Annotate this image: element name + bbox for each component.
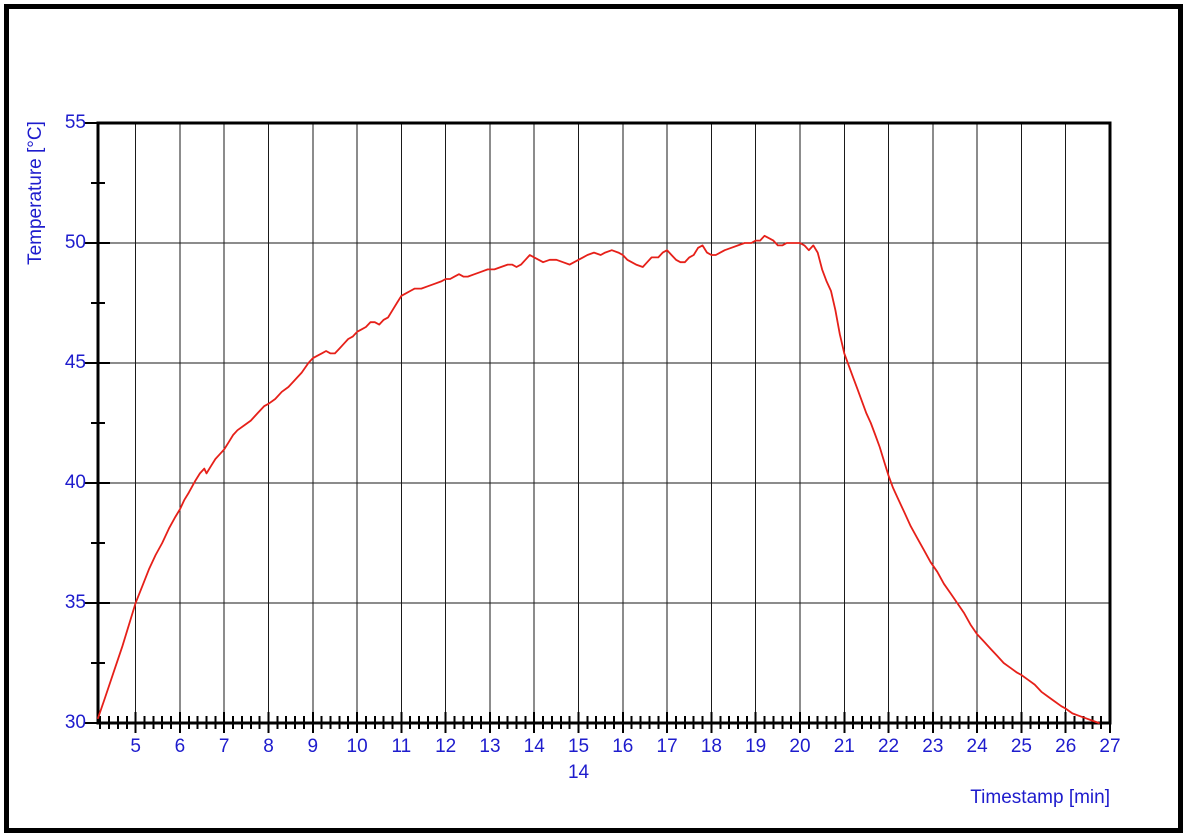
x-tick-label: 19 bbox=[745, 736, 767, 757]
x-axis-extra-label: 14 bbox=[567, 762, 590, 783]
y-tick-label: 35 bbox=[64, 592, 86, 613]
x-axis-title: Timestamp [min] bbox=[970, 787, 1110, 808]
axes-frame bbox=[96, 121, 1112, 725]
x-tick-label: 26 bbox=[1055, 736, 1077, 757]
x-tick-label: 5 bbox=[130, 736, 141, 757]
series-temperature bbox=[97, 234, 1100, 724]
y-tick-label: 40 bbox=[64, 472, 86, 493]
x-tick-label: 23 bbox=[922, 736, 944, 757]
y-tick-label: 30 bbox=[64, 712, 86, 733]
x-tick-label: 22 bbox=[877, 736, 900, 757]
y-tick-label: 45 bbox=[64, 352, 86, 373]
y-tick-label: 50 bbox=[64, 232, 86, 253]
x-tick-label: 17 bbox=[656, 736, 678, 757]
y-axis-title: Temperature [°C] bbox=[25, 121, 46, 265]
y-tick-label: 55 bbox=[64, 112, 86, 133]
x-tick-label: 10 bbox=[346, 736, 368, 757]
x-tick-label: 24 bbox=[966, 736, 988, 757]
x-tick-label: 6 bbox=[174, 736, 186, 757]
x-tick-label: 15 bbox=[567, 736, 590, 757]
x-tick-label: 20 bbox=[789, 736, 811, 757]
x-tick-label: 13 bbox=[479, 736, 501, 757]
x-tick-label: 14 bbox=[523, 736, 545, 757]
x-tick-label: 27 bbox=[1099, 736, 1121, 757]
x-tick-label: 9 bbox=[307, 736, 319, 757]
x-tick-label: 11 bbox=[391, 736, 412, 757]
x-tick-label: 18 bbox=[700, 736, 722, 757]
x-tick-label: 16 bbox=[612, 736, 634, 757]
x-tick-label: 12 bbox=[435, 736, 457, 757]
x-tick-label: 25 bbox=[1010, 736, 1032, 757]
x-tick-label: 7 bbox=[218, 736, 230, 757]
page-border bbox=[4, 4, 1183, 833]
x-tick-label: 8 bbox=[263, 736, 274, 757]
x-tick-label: 21 bbox=[833, 736, 855, 757]
